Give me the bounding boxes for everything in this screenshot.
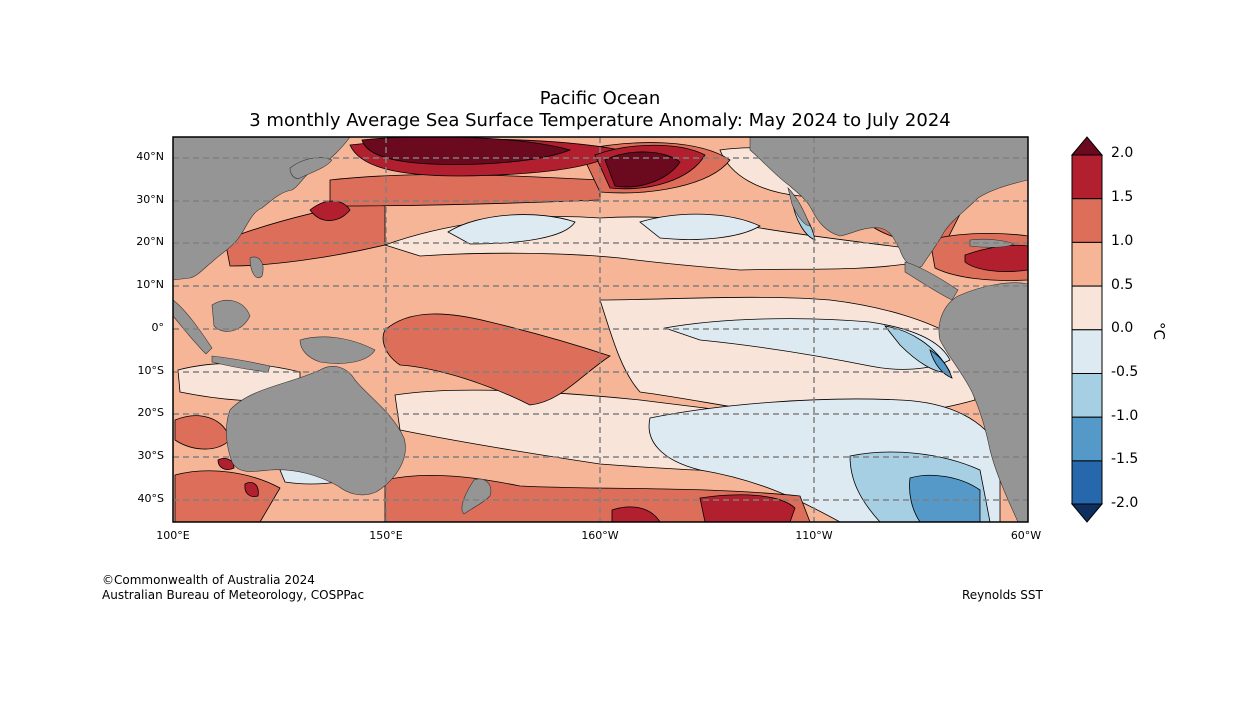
anomaly-zone-cold-peru (929, 349, 953, 379)
colorbar-segment-neg0.5-0.0 (1071, 329, 1103, 374)
colorbar-tick-neg0.5: -0.5 (1111, 364, 1139, 380)
map-frame (172, 136, 1029, 523)
anomaly-zone-neg-equatorial (663, 318, 951, 370)
land-japan (289, 157, 333, 179)
land-borneo (211, 300, 251, 332)
colorbar-tick-0.5: 0.5 (1111, 277, 1134, 293)
lat-tick-30N: 30°N (136, 193, 164, 206)
colorbar-tick-neg1.0: -1.0 (1111, 408, 1139, 424)
colorbar-segment-above-2.0 (1070, 136, 1104, 156)
anomaly-zone-cold-south (909, 474, 981, 522)
lat-tick-20N: 20°N (136, 235, 164, 248)
lon-tick-150E: 150°E (369, 529, 403, 542)
agency-text: Australian Bureau of Meteorology, COSPPa… (102, 588, 365, 602)
anomaly-zone-hot-spot-west (217, 458, 235, 470)
colorbar-segment-below-neg2.0 (1070, 503, 1104, 523)
chart-title: Pacific Ocean (539, 88, 661, 109)
anomaly-zone-hot-spot-southwest (244, 482, 259, 497)
land-australia (226, 366, 406, 496)
lat-tick-40N: 40°N (136, 150, 164, 163)
colorbar-tick-1.0: 1.0 (1111, 233, 1134, 249)
lon-tick-110W: 110°W (795, 529, 833, 542)
colorbar-segment-neg2.0-neg1.5 (1071, 460, 1103, 505)
land-new-guinea (299, 336, 376, 364)
colorbar-segment-0.0-0.5 (1071, 285, 1103, 331)
land-south-america (938, 282, 1028, 522)
colorbar-tick-2.0: 2.0 (1111, 145, 1134, 161)
anomaly-zone-hot-caribbean (964, 244, 1028, 272)
anomaly-zone-warm-equatorial (382, 313, 611, 406)
colorbar-segment-neg1.0-neg0.5 (1071, 373, 1103, 418)
colorbar-segment-1.5-2.0 (1071, 154, 1103, 200)
graticule (173, 137, 1028, 522)
colorbar-tick-0.0: 0.0 (1111, 320, 1134, 336)
lat-tick-equator: 0° (151, 321, 165, 334)
colorbar-tick-1.5: 1.5 (1111, 189, 1134, 205)
data-source-text: Reynolds SST (962, 588, 1043, 602)
land-baja (787, 187, 811, 227)
anomaly-zone-extreme-northeast (604, 151, 681, 188)
land (173, 137, 1028, 522)
anomaly-zone-neg-north-east (639, 213, 761, 240)
land-philippines (249, 256, 264, 278)
chart-subtitle: 3 monthly Average Sea Surface Temperatur… (249, 110, 951, 131)
anomaly-zone-hot-japan (309, 200, 351, 221)
lon-tick-160W: 160°W (581, 529, 619, 542)
lat-tick-40S: 40°S (137, 492, 164, 505)
anomaly-zone-hot-south-central (611, 506, 661, 522)
land-cuba (969, 238, 1015, 248)
lon-tick-60W: 60°W (1010, 529, 1042, 542)
colorbar-segment-1.0-1.5 (1071, 198, 1103, 243)
land-sumatra (173, 299, 213, 355)
copyright-text: ©Commonwealth of Australia 2024 (102, 573, 315, 587)
colorbar-tick-neg1.5: -1.5 (1111, 451, 1139, 467)
colorbar-segment-0.5-1.0 (1071, 241, 1103, 287)
sst-anomaly-map (173, 137, 1028, 522)
colorbar-unit-label: °C (1149, 322, 1168, 340)
colorbar (1070, 136, 1104, 523)
lat-tick-10N: 10°N (136, 278, 164, 291)
colorbar-tick-neg2.0: -2.0 (1111, 495, 1139, 511)
anomaly-zone-hot-south (699, 494, 796, 522)
land-north-america (749, 137, 1028, 269)
lat-tick-10S: 10°S (137, 364, 164, 377)
lat-tick-20S: 20°S (137, 406, 164, 419)
lon-tick-100E: 100°E (156, 529, 190, 542)
lat-tick-30S: 30°S (137, 449, 164, 462)
colorbar-segment-neg1.5-neg1.0 (1071, 416, 1103, 462)
